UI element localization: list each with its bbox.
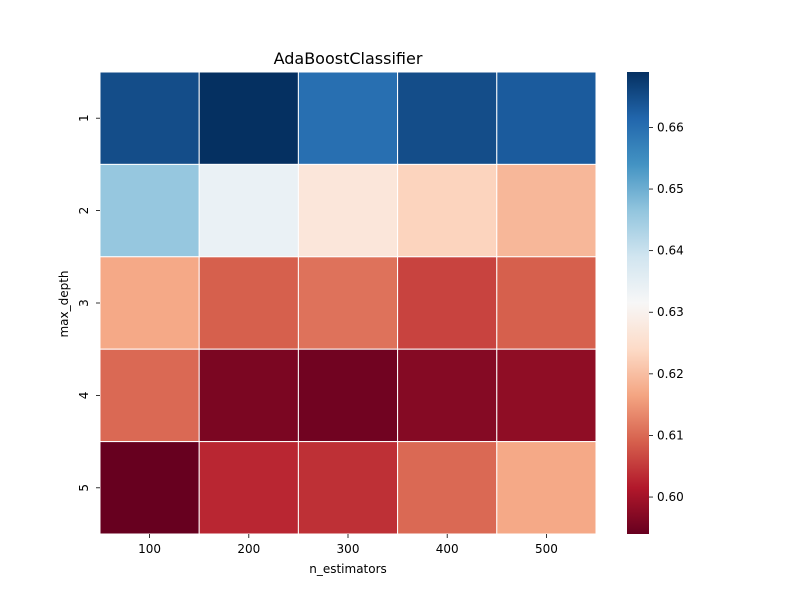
x-axis-ticks: 100 200 300 400 500 (138, 534, 558, 556)
heatmap-cell (297, 256, 399, 350)
y-tick-label: 1 (77, 114, 91, 122)
heatmap-cell (496, 71, 597, 165)
x-axis-label: n_estimators (309, 562, 387, 576)
y-axis-ticks: 1 2 3 4 5 (77, 114, 100, 492)
colorbar-tick-label: 0.62 (657, 367, 684, 381)
heatmap-cell (496, 348, 597, 443)
colorbar-tick-label: 0.65 (657, 182, 684, 196)
heatmap-cell (198, 441, 299, 535)
heatmap-cell (397, 256, 498, 350)
heatmap-cell (397, 71, 498, 165)
x-tick-label: 300 (337, 542, 360, 556)
heatmap-cell (496, 441, 597, 535)
colorbar-ticks: 0.60 0.61 0.62 0.63 0.64 0.65 0.66 (649, 120, 684, 504)
heatmap-cell (99, 441, 200, 535)
heatmap-cell (198, 256, 299, 350)
y-axis-label: max_depth (57, 270, 71, 337)
heatmap-cell (99, 163, 200, 258)
heatmap-cell (297, 441, 399, 535)
heatmap-cell (397, 163, 498, 258)
chart-title: AdaBoostClassifier (274, 49, 423, 68)
heatmap-cell (397, 348, 498, 443)
heatmap-cell (198, 348, 299, 443)
x-tick-label: 500 (535, 542, 558, 556)
heatmap-cell (99, 71, 200, 165)
colorbar-tick-label: 0.63 (657, 305, 684, 319)
colorbar-tick-label: 0.66 (657, 120, 684, 134)
heatmap-cell (496, 163, 597, 258)
heatmap-cell (397, 441, 498, 535)
colorbar (627, 72, 649, 534)
x-tick-label: 400 (436, 542, 459, 556)
heatmap-cell (496, 256, 597, 350)
x-tick-label: 100 (138, 542, 161, 556)
heatmap-cell (99, 256, 200, 350)
heatmap-cells (99, 71, 597, 535)
heatmap-cell (297, 71, 399, 165)
heatmap-cell (198, 71, 299, 165)
colorbar-tick-label: 0.61 (657, 428, 684, 442)
heatmap-cell (198, 163, 299, 258)
y-tick-label: 3 (77, 299, 91, 307)
x-tick-label: 200 (237, 542, 260, 556)
y-tick-label: 5 (77, 484, 91, 492)
colorbar-tick-label: 0.64 (657, 244, 684, 258)
heatmap-cell (297, 348, 399, 443)
y-tick-label: 2 (77, 207, 91, 215)
heatmap-cell (297, 163, 399, 258)
y-tick-label: 4 (77, 392, 91, 400)
colorbar-tick-label: 0.60 (657, 490, 684, 504)
heatmap-cell (99, 348, 200, 443)
